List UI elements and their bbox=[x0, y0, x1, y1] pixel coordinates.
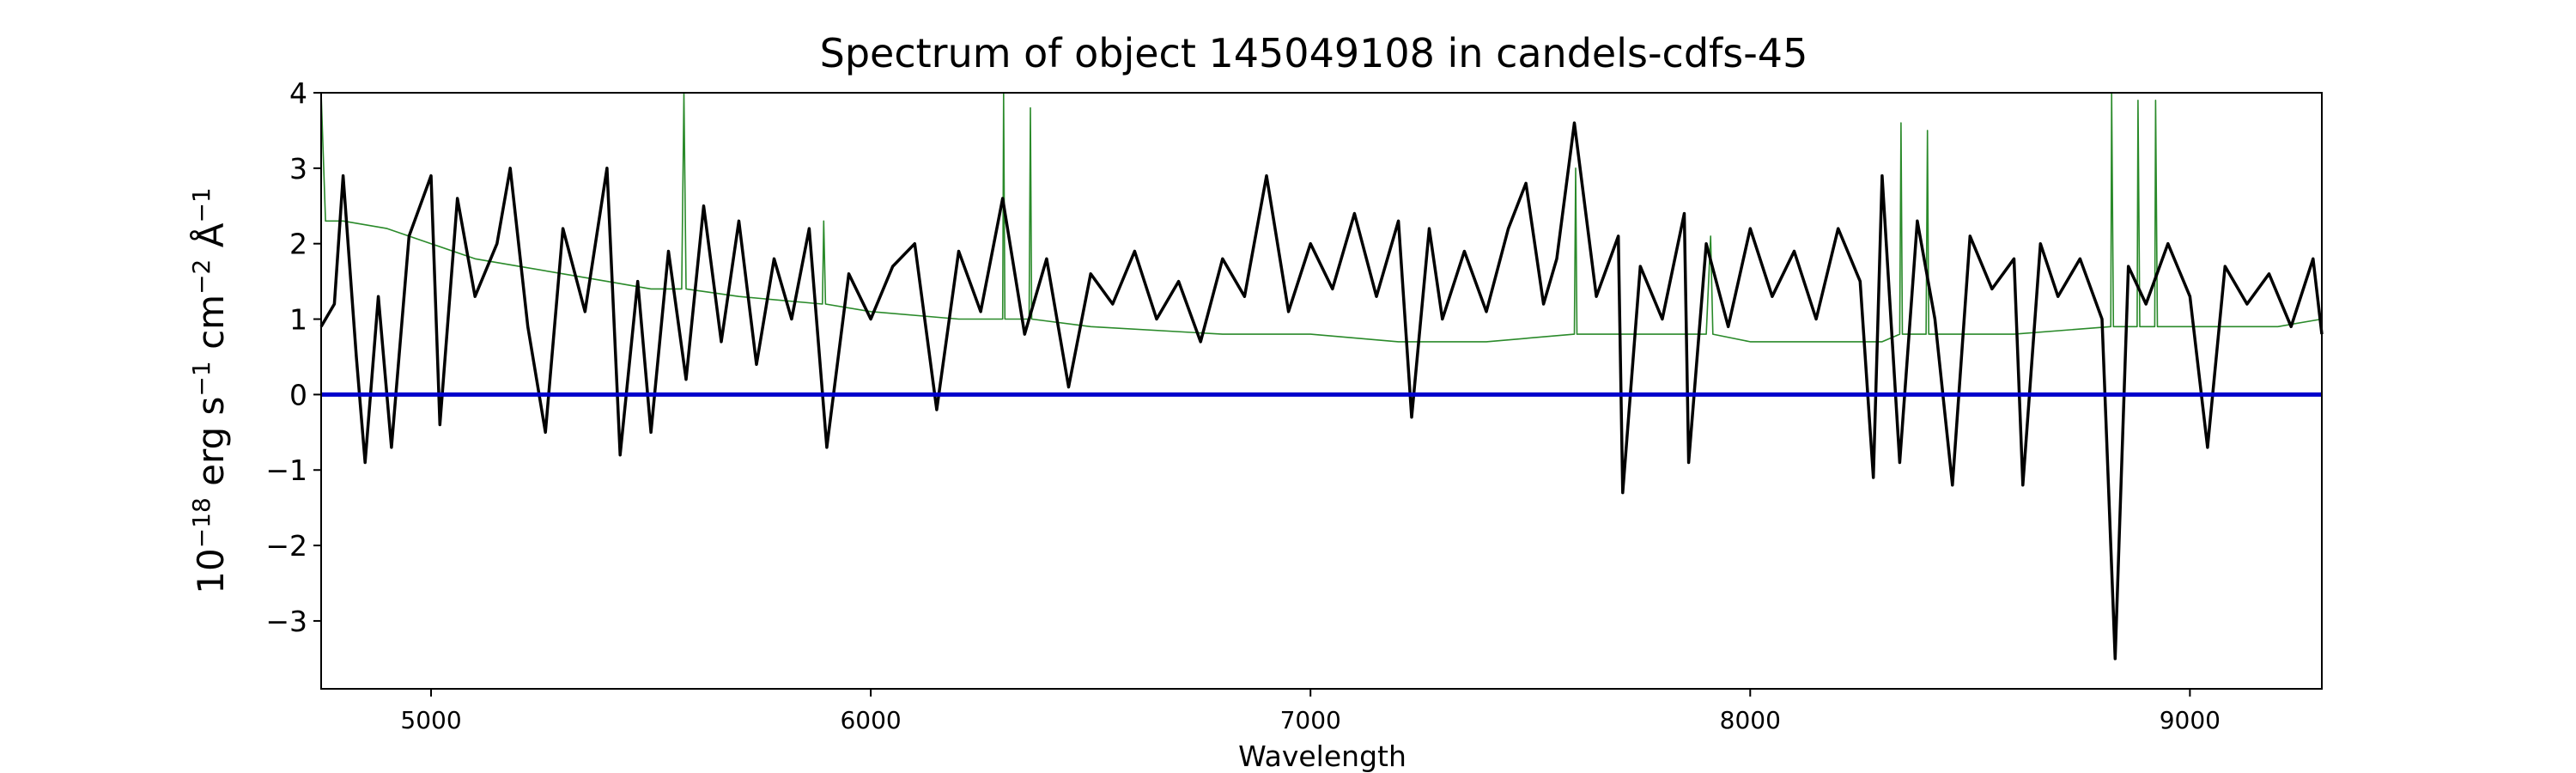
y-tick-label: −1 bbox=[265, 453, 307, 487]
y-axis-label-base: 10 bbox=[190, 548, 232, 593]
y-tick-label: −3 bbox=[265, 605, 307, 638]
y-tick-label: 3 bbox=[289, 152, 307, 186]
series-flux-line bbox=[319, 121, 2324, 660]
plot-frame bbox=[320, 92, 2323, 690]
y-axis-label-mid1: erg s bbox=[190, 397, 232, 498]
y-axis-ticks: −3 −2 −1 0 1 2 3 4 bbox=[265, 76, 321, 638]
y-tick-label: 0 bbox=[289, 378, 307, 411]
x-tick-label: 9000 bbox=[2160, 706, 2221, 734]
y-axis-label-exp2: −1 bbox=[187, 361, 216, 396]
series-noise-line bbox=[320, 92, 2323, 343]
y-axis-label-exp1: −18 bbox=[187, 497, 216, 548]
y-axis-label-mid3: Å bbox=[189, 222, 232, 259]
y-tick-label: 4 bbox=[289, 76, 307, 110]
chart-title: Spectrum of object 145049108 in candels-… bbox=[820, 30, 1808, 76]
y-axis-label: 10−18 erg s−1 cm−2 Å−1 bbox=[187, 187, 232, 593]
y-tick-label: −2 bbox=[265, 529, 307, 563]
plot-series bbox=[319, 92, 2324, 660]
x-tick-label: 7000 bbox=[1280, 706, 1341, 734]
y-tick-label: 2 bbox=[289, 228, 307, 261]
y-axis-label-exp3: −2 bbox=[187, 259, 216, 295]
x-tick-label: 8000 bbox=[1720, 706, 1781, 734]
x-axis-ticks: 5000 6000 7000 8000 9000 bbox=[400, 689, 2221, 734]
y-axis-label-exp4: −1 bbox=[187, 187, 216, 222]
y-tick-label: 1 bbox=[289, 303, 307, 337]
x-axis-label: Wavelength bbox=[1238, 740, 1406, 773]
y-axis-label-mid2: cm bbox=[190, 295, 232, 361]
x-tick-label: 5000 bbox=[400, 706, 461, 734]
x-tick-label: 6000 bbox=[840, 706, 901, 734]
